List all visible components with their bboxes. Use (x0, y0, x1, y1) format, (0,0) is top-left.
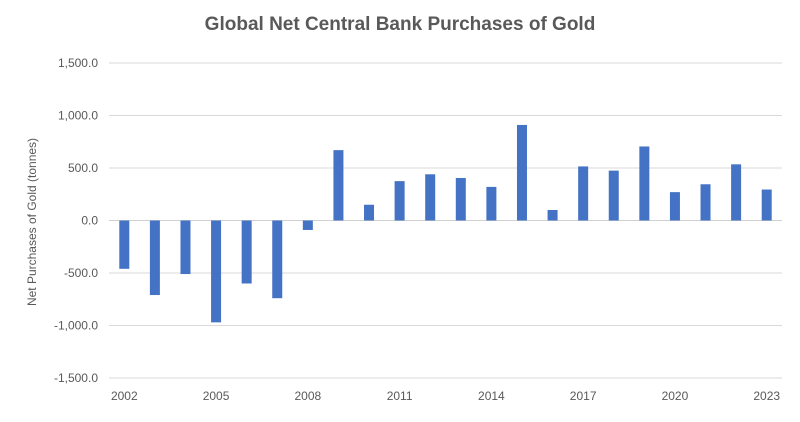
bar-2006 (241, 220, 252, 284)
bar-2012 (425, 174, 436, 221)
bar-2022 (731, 164, 742, 221)
bar-2005 (211, 220, 222, 323)
y-tick-label: -500.0 (64, 266, 98, 280)
bars (119, 124, 772, 323)
bar-2016 (547, 210, 558, 221)
x-tick-label: 2014 (478, 389, 505, 403)
y-axis-ticks: 1,500.0 1,000.0 500.0 0.0 -500.0 -1,000.0 -1,5… (54, 56, 98, 385)
bar-2011 (394, 181, 405, 221)
bar-2023 (761, 189, 772, 221)
bar-2010 (364, 204, 375, 221)
bar-2013 (455, 177, 466, 221)
y-tick-label: 500.0 (68, 161, 98, 175)
bar-2007 (272, 220, 283, 299)
x-tick-label: 2002 (111, 389, 138, 403)
y-tick-label: 0.0 (81, 214, 98, 228)
bar-2021 (700, 184, 711, 221)
bar-2008 (302, 220, 313, 230)
y-tick-label: -1,500.0 (54, 371, 98, 385)
gridlines (109, 62, 782, 379)
y-tick-label: 1,000.0 (58, 109, 98, 123)
chart-title: Global Net Central Bank Purchases of Gol… (204, 14, 596, 35)
bar-2003 (149, 220, 160, 296)
bar-2009 (333, 150, 344, 221)
x-tick-label: 2023 (753, 389, 780, 403)
x-axis-ticks: 2002 2005 2008 2011 2014 2017 2020 2023 (111, 389, 780, 403)
y-axis-title: Net Purchases of Gold (tonnes) (25, 138, 39, 306)
x-tick-label: 2011 (387, 389, 413, 403)
bar-2020 (669, 192, 680, 221)
bar-2014 (486, 186, 497, 221)
bar-2002 (119, 220, 130, 269)
x-tick-label: 2017 (570, 389, 597, 403)
bar-2019 (639, 146, 650, 221)
bar-2004 (180, 220, 191, 275)
x-tick-label: 2008 (294, 389, 321, 403)
bar-2017 (578, 166, 589, 221)
y-tick-label: 1,500.0 (58, 56, 98, 70)
bar-2015 (516, 124, 527, 221)
bar-2018 (608, 170, 619, 221)
x-tick-label: 2005 (203, 389, 230, 403)
y-tick-label: -1,000.0 (54, 319, 98, 333)
x-tick-label: 2020 (662, 389, 689, 403)
